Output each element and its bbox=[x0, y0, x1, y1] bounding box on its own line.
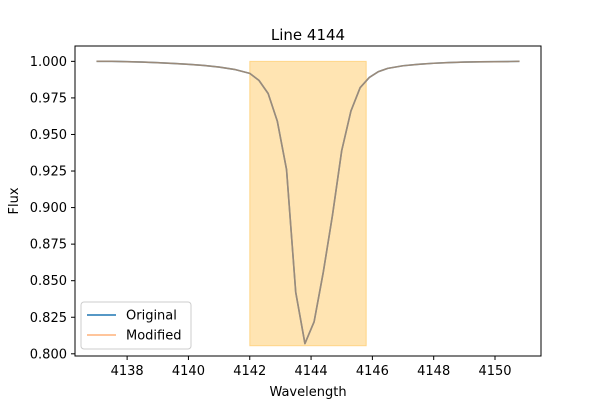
series-layer bbox=[96, 60, 520, 345]
y-tick-label: 0.875 bbox=[30, 238, 67, 253]
y-tick-label: 1.000 bbox=[30, 55, 67, 70]
y-tick-label: 0.950 bbox=[30, 128, 67, 143]
x-tick-label: 4146 bbox=[356, 364, 389, 379]
legend-label-modified: Modified bbox=[126, 329, 181, 344]
series-line-modified bbox=[96, 60, 520, 345]
highlight-region-layer bbox=[249, 60, 367, 347]
x-tick-label: 4144 bbox=[295, 364, 328, 379]
legend-label-original: Original bbox=[126, 309, 177, 324]
y-tick-label: 0.800 bbox=[30, 347, 67, 362]
plot-frame bbox=[74, 45, 542, 357]
y-tick-label: 0.850 bbox=[30, 274, 67, 289]
x-axis-ticks: 4138 4140 4142 4144 4146 4148 4150 bbox=[111, 356, 512, 379]
y-tick-label: 0.975 bbox=[30, 91, 67, 106]
legend: Original Modified bbox=[80, 301, 192, 350]
y-axis-ticks: 0.800 0.825 0.850 0.875 0.900 0.925 0.950 0.975… bbox=[30, 55, 75, 362]
y-axis-label: Flux bbox=[7, 187, 22, 214]
x-tick-label: 4138 bbox=[111, 364, 144, 379]
highlight-region bbox=[249, 60, 367, 347]
x-axis-label: Wavelength bbox=[269, 385, 346, 400]
x-tick-label: 4150 bbox=[478, 364, 511, 379]
y-tick-label: 0.825 bbox=[30, 311, 67, 326]
y-tick-label: 0.900 bbox=[30, 201, 67, 216]
y-tick-label: 0.925 bbox=[30, 165, 67, 180]
x-tick-label: 4148 bbox=[417, 364, 450, 379]
legend-box bbox=[80, 301, 192, 350]
x-tick-label: 4140 bbox=[172, 364, 205, 379]
x-tick-label: 4142 bbox=[233, 364, 266, 379]
chart-title: Line 4144 bbox=[271, 26, 345, 44]
